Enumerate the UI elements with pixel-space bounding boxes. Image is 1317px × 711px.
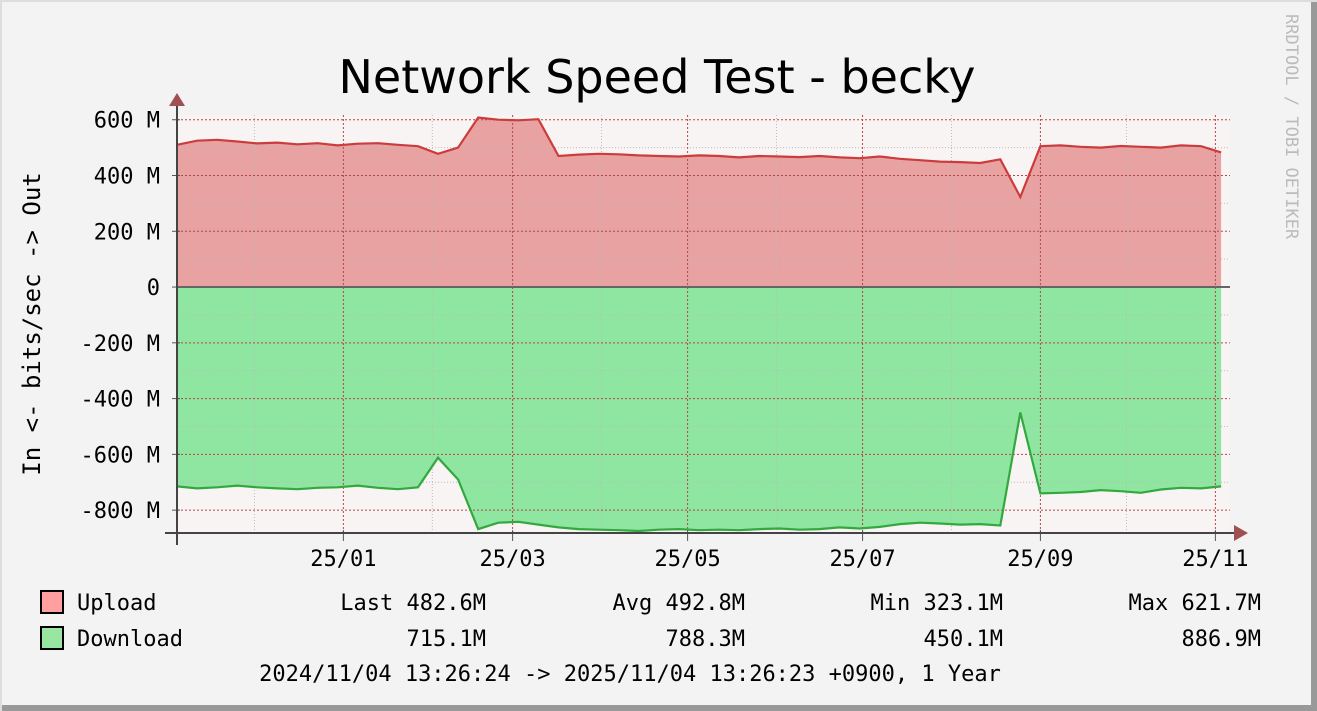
x-tick-label: 25/09 [1007,547,1073,572]
x-tick-label: 25/03 [479,547,545,572]
y-tick-label: 400 M [94,165,160,190]
y-tick-label: 600 M [94,109,160,134]
y-tick-label: -400 M [81,388,160,413]
chart-title: Network Speed Test - becky [339,50,976,104]
legend-swatch [40,626,64,650]
y-tick-label: -600 M [81,443,160,468]
legend-label: Upload [77,591,156,616]
x-tick-label: 25/01 [310,547,376,572]
legend-swatch [40,590,64,614]
legend-stat: Last 482.6M [340,591,486,616]
y-tick-label: 200 M [94,220,160,245]
footer: 2024/11/04 13:26:24 -> 2025/11/04 13:26:… [259,662,1001,687]
legend-label: Download [77,627,183,652]
legend-stat: 450.1M [924,627,1003,652]
axis-arrow [169,93,185,106]
legend-stat: Max 621.7M [1129,591,1261,616]
y-tick-label: -200 M [81,332,160,357]
legend-stat: 715.1M [407,627,486,652]
x-tick-label: 25/05 [654,547,720,572]
y-tick-label: 0 [147,276,160,301]
watermark: RRDTOOL / TOBI OETIKER [1281,14,1301,240]
legend-stat: Avg 492.8M [613,591,745,616]
line [176,116,1222,200]
y-axis-label: In <- bits/sec -> Out [18,172,46,475]
axis-arrow [1234,525,1248,541]
legend-stat: 788.3M [666,627,745,652]
line [176,412,1222,533]
legend-stat: 886.9M [1182,627,1261,652]
x-tick-label: 25/11 [1182,547,1248,572]
area [177,287,1222,531]
area [177,117,1222,288]
y-tick-label: -800 M [81,499,160,524]
x-tick-label: 25/07 [829,547,895,572]
legend-stat: Min 323.1M [871,591,1003,616]
